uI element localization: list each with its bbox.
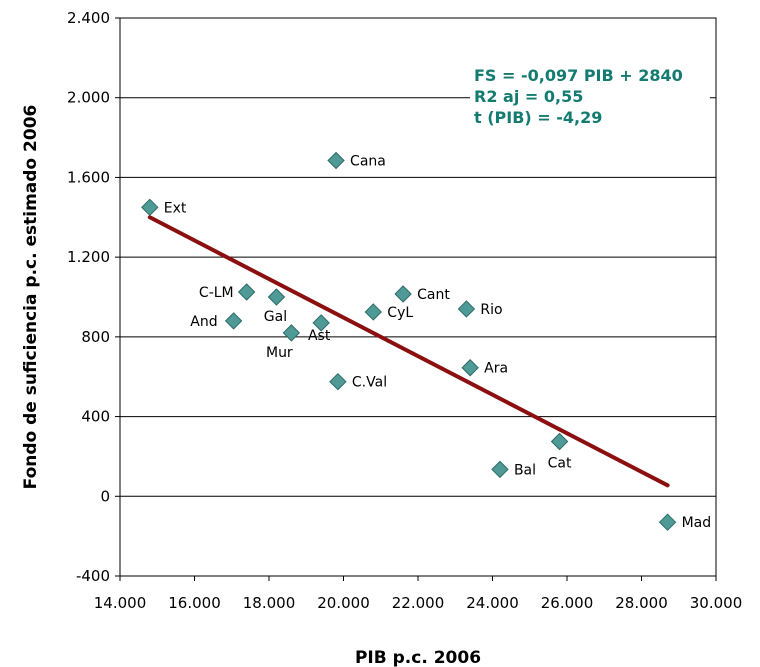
annotation-equation: FS = -0,097 PIB + 2840	[474, 66, 683, 85]
x-tick-label: 16.000	[168, 594, 221, 612]
x-tick-label: 14.000	[94, 594, 147, 612]
x-axis-ticks: 14.000 16.000 18.000 20.000 22.000 24.000 26.0…	[94, 576, 743, 612]
y-tick-label: 2.400	[67, 9, 110, 27]
regression-annotation: FS = -0,097 PIB + 2840 R2 aj = 0,55 t (P…	[470, 63, 710, 133]
data-point-label: C.Val	[352, 375, 387, 391]
data-point-marker	[658, 513, 677, 531]
x-tick-label: 30.000	[690, 594, 743, 612]
x-tick-label: 18.000	[243, 594, 296, 612]
data-point-label: Bal	[514, 462, 536, 478]
data-point-label: And	[190, 314, 217, 330]
data-point-marker	[237, 283, 256, 301]
data-point-marker	[461, 359, 479, 377]
annotation-r2: R2 aj = 0,55	[474, 87, 583, 106]
data-point-marker	[141, 198, 159, 217]
y-axis-title: Fondo de suficiencia p.c. estimado 2006	[21, 105, 41, 490]
data-point-label: Cana	[350, 153, 386, 169]
x-tick-label: 26.000	[541, 594, 594, 612]
grid-lines	[120, 17, 716, 577]
data-point-label: Mur	[266, 345, 293, 361]
data-point-label: Gal	[264, 309, 287, 325]
y-tick-label: 800	[81, 328, 110, 346]
y-tick-label: 2.000	[67, 89, 110, 107]
data-point-marker	[267, 288, 286, 306]
trend-line	[147, 215, 670, 488]
data-point-label: Cat	[548, 455, 572, 471]
y-tick-label: 1.200	[67, 248, 110, 266]
data-point-label: Cant	[417, 287, 450, 303]
data-point-marker	[550, 432, 569, 451]
data-point-marker	[282, 324, 301, 342]
y-tick-label: -400	[76, 567, 110, 585]
data-point-marker	[329, 372, 347, 391]
data-point-label: Rio	[480, 302, 502, 318]
data-point-marker	[312, 314, 330, 332]
data-point-label: Ara	[484, 361, 508, 377]
y-tick-label: 400	[81, 408, 110, 426]
x-tick-label: 20.000	[317, 594, 370, 612]
x-axis-title: PIB p.c. 2006	[355, 648, 481, 667]
data-point-label: Ext	[164, 200, 187, 216]
y-tick-label: 0	[100, 487, 110, 505]
data-point-marker	[457, 300, 476, 318]
annotation-background	[470, 63, 710, 133]
data-point-marker	[491, 460, 509, 479]
data-point-label: Ast	[308, 328, 331, 344]
annotation-t-stat: t (PIB) = -4,29	[474, 108, 602, 127]
y-axis-ticks: -400 0 400 800 1.200 1.600 2.000 2.400	[67, 9, 120, 585]
data-point-marker	[224, 312, 243, 330]
data-point-label: C-LM	[199, 285, 234, 301]
y-tick-label: 1.600	[67, 168, 110, 186]
x-tick-label: 28.000	[615, 594, 668, 612]
data-point-marker	[327, 151, 345, 170]
x-tick-label: 22.000	[392, 594, 445, 612]
data-point-label: Mad	[682, 515, 712, 531]
data-point-marker	[394, 285, 412, 303]
x-tick-label: 24.000	[466, 594, 519, 612]
data-point-marker	[364, 303, 383, 321]
data-point-label: CyL	[387, 305, 413, 321]
